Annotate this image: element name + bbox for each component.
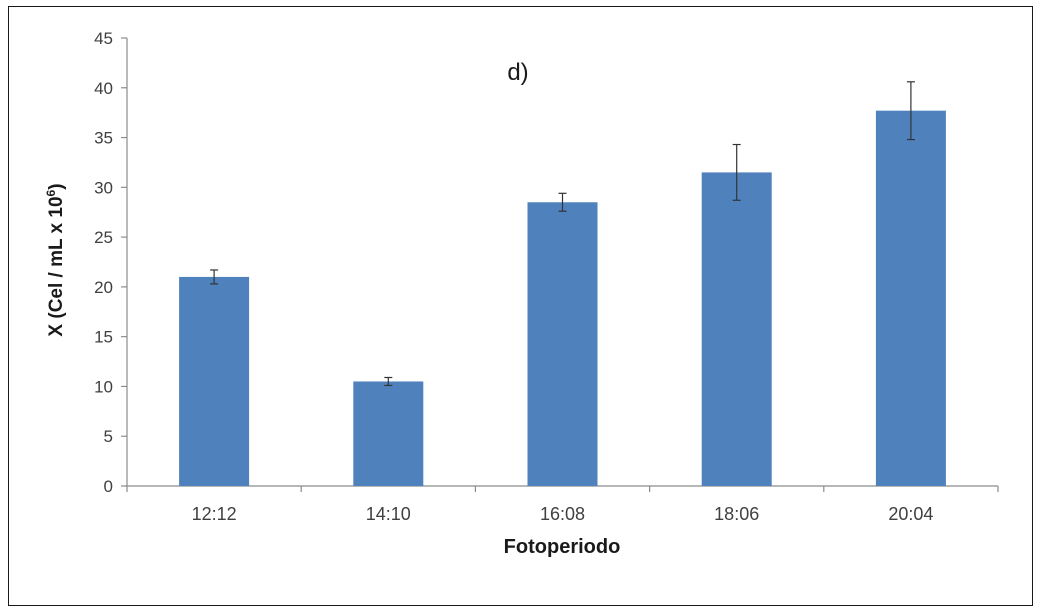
y-tick-label: 40	[94, 79, 113, 98]
y-axis-title-text: X (Cel / mL x 10	[46, 196, 67, 336]
y-tick-label: 10	[94, 377, 113, 396]
bar	[353, 381, 423, 486]
y-axis-ticks: 0 5 10 15 20 25 30 35 40 45	[94, 29, 127, 496]
x-tick-label: 12:12	[192, 504, 237, 524]
x-axis-title: Fotoperiodo	[504, 536, 621, 558]
y-axis-title: X (Cel / mL x 106)	[44, 183, 67, 336]
y-tick-label: 30	[94, 178, 113, 197]
y-tick-label: 15	[94, 328, 113, 347]
bar	[876, 111, 946, 486]
bar	[528, 202, 598, 486]
y-tick-label: 20	[94, 278, 113, 297]
y-tick-label: 35	[94, 129, 113, 148]
x-axis-ticks: 12:12 14:10 16:08 18:06 20:04	[127, 486, 998, 524]
x-tick-label: 16:08	[540, 504, 585, 524]
bar	[702, 172, 772, 486]
x-tick-label: 14:10	[366, 504, 411, 524]
y-tick-label: 25	[94, 228, 113, 247]
x-tick-label: 18:06	[714, 504, 759, 524]
y-axis-title-close: )	[46, 183, 67, 189]
panel-label: d)	[507, 59, 528, 86]
y-tick-label: 5	[104, 427, 113, 446]
y-tick-label: 45	[94, 29, 113, 48]
bar	[179, 277, 249, 486]
y-tick-label: 0	[104, 477, 113, 496]
bars	[179, 111, 946, 486]
x-tick-label: 20:04	[888, 504, 933, 524]
